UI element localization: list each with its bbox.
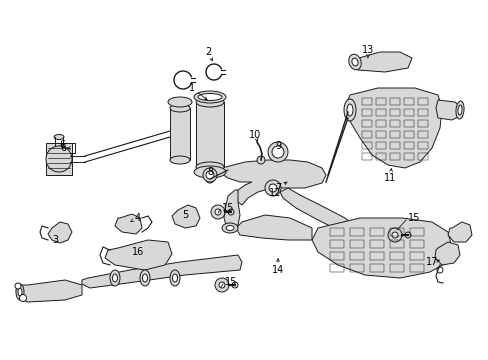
Text: 5: 5: [182, 210, 188, 220]
Polygon shape: [280, 188, 354, 234]
Text: 15: 15: [407, 213, 420, 223]
Text: 3: 3: [52, 235, 58, 245]
Ellipse shape: [194, 166, 225, 178]
Ellipse shape: [346, 104, 352, 116]
Circle shape: [215, 209, 221, 215]
Ellipse shape: [194, 91, 225, 103]
Circle shape: [271, 146, 284, 158]
Ellipse shape: [16, 284, 24, 300]
Ellipse shape: [112, 274, 117, 282]
Circle shape: [391, 232, 397, 238]
Text: 1: 1: [188, 83, 195, 93]
Polygon shape: [447, 222, 471, 242]
Text: 16: 16: [132, 247, 144, 257]
Ellipse shape: [168, 97, 192, 107]
Circle shape: [205, 171, 214, 179]
Circle shape: [205, 175, 214, 183]
Circle shape: [404, 232, 410, 238]
Polygon shape: [435, 100, 461, 120]
Ellipse shape: [142, 274, 147, 282]
Ellipse shape: [54, 135, 64, 140]
Ellipse shape: [455, 101, 463, 119]
Circle shape: [387, 228, 401, 242]
Circle shape: [231, 282, 238, 288]
Polygon shape: [105, 240, 172, 270]
Ellipse shape: [170, 270, 180, 286]
Ellipse shape: [457, 105, 461, 115]
Text: 4: 4: [135, 213, 141, 223]
Polygon shape: [172, 205, 200, 228]
Polygon shape: [311, 218, 451, 278]
Polygon shape: [236, 215, 311, 240]
Text: 13: 13: [361, 45, 373, 55]
Ellipse shape: [172, 274, 177, 282]
Text: 17: 17: [425, 257, 437, 267]
Circle shape: [215, 278, 228, 292]
Circle shape: [203, 168, 217, 182]
Circle shape: [46, 146, 72, 172]
Text: 10: 10: [248, 130, 261, 140]
Text: 15: 15: [222, 203, 234, 213]
Text: 6: 6: [60, 143, 66, 153]
Polygon shape: [46, 143, 72, 175]
Polygon shape: [434, 242, 459, 265]
Polygon shape: [351, 52, 411, 72]
Circle shape: [267, 142, 287, 162]
Ellipse shape: [18, 288, 22, 296]
Ellipse shape: [170, 156, 190, 164]
Circle shape: [219, 282, 224, 288]
Circle shape: [264, 180, 281, 196]
Ellipse shape: [110, 270, 120, 286]
Circle shape: [210, 205, 224, 219]
Ellipse shape: [15, 283, 21, 289]
Ellipse shape: [198, 94, 222, 100]
Polygon shape: [170, 108, 190, 160]
Text: 15: 15: [224, 277, 237, 287]
Polygon shape: [224, 190, 240, 228]
Ellipse shape: [225, 225, 234, 230]
Ellipse shape: [343, 99, 355, 121]
Text: 9: 9: [274, 141, 281, 151]
Polygon shape: [82, 255, 242, 288]
Circle shape: [436, 267, 442, 273]
Ellipse shape: [196, 97, 224, 107]
Text: 12: 12: [268, 188, 281, 198]
Ellipse shape: [140, 270, 150, 286]
Polygon shape: [346, 88, 441, 168]
Text: 6: 6: [59, 140, 65, 150]
Text: 2: 2: [204, 47, 211, 57]
Text: 7: 7: [274, 183, 281, 193]
Circle shape: [268, 184, 276, 192]
Ellipse shape: [348, 54, 361, 70]
Polygon shape: [115, 214, 142, 234]
Text: 11: 11: [383, 173, 395, 183]
Text: 14: 14: [271, 265, 284, 275]
Text: 8: 8: [206, 167, 213, 177]
Ellipse shape: [351, 58, 357, 66]
Polygon shape: [16, 280, 82, 302]
Circle shape: [227, 209, 234, 215]
Ellipse shape: [170, 104, 190, 112]
Ellipse shape: [20, 294, 26, 302]
Polygon shape: [222, 160, 325, 205]
Polygon shape: [196, 102, 224, 167]
Ellipse shape: [222, 223, 238, 233]
Polygon shape: [48, 222, 72, 243]
Ellipse shape: [196, 162, 224, 172]
Circle shape: [257, 156, 264, 164]
